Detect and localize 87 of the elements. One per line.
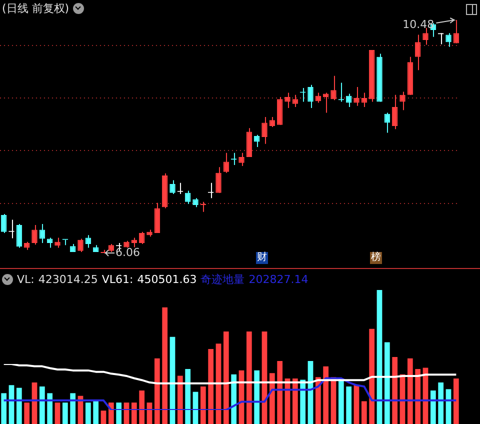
bar	[208, 348, 214, 424]
bar	[376, 290, 382, 424]
candlestick	[0, 213, 7, 234]
text: 423014.25	[38, 273, 98, 286]
candlestick	[354, 86, 360, 106]
candlestick	[16, 224, 22, 248]
bar	[162, 307, 168, 424]
candlestick	[346, 93, 352, 108]
bar	[39, 386, 45, 424]
bar	[223, 332, 229, 424]
bar	[384, 342, 390, 424]
candlestick	[216, 166, 222, 194]
bar	[70, 393, 76, 424]
bar	[185, 369, 191, 424]
bar	[177, 376, 183, 424]
bar	[361, 401, 367, 424]
chart-title: (日线 前复权)	[2, 1, 70, 16]
candlestick	[292, 94, 298, 108]
bar	[277, 361, 283, 424]
candlestick	[246, 128, 252, 158]
bar	[315, 377, 321, 424]
candlestick	[361, 92, 368, 108]
candlestick	[400, 91, 406, 111]
candlestick	[39, 224, 46, 244]
candlestick	[254, 134, 260, 148]
bar	[430, 390, 436, 424]
bar	[131, 402, 137, 424]
candlestick	[446, 32, 452, 48]
annotation: 6.06	[116, 246, 140, 259]
bar	[216, 344, 222, 424]
annotation: 榜	[370, 252, 382, 264]
annotation: 10.48	[402, 18, 434, 31]
annotation: 财	[256, 252, 268, 264]
text: 202827.14	[248, 273, 308, 286]
bar	[292, 378, 298, 424]
bar	[108, 402, 114, 424]
bar	[369, 328, 375, 424]
bar	[246, 332, 252, 424]
bar	[338, 378, 344, 424]
bar	[16, 388, 22, 424]
bar	[54, 402, 60, 424]
candlestick	[32, 224, 38, 246]
bar	[438, 382, 444, 424]
bar	[100, 410, 106, 424]
text: 奇迹地量	[200, 272, 245, 287]
candlestick	[238, 152, 244, 167]
bar	[415, 369, 421, 424]
text: 450501.63	[137, 273, 197, 286]
candlestick	[54, 237, 60, 248]
candlestick	[384, 112, 390, 134]
candlestick	[414, 34, 421, 71]
text: VL61:	[102, 273, 134, 286]
candlestick	[138, 231, 145, 245]
bar	[354, 385, 360, 424]
bar	[139, 390, 145, 424]
candlestick	[453, 20, 460, 44]
candlestick	[276, 96, 283, 126]
bar	[453, 378, 459, 424]
candlestick	[284, 92, 290, 109]
candlestick	[223, 152, 230, 174]
bar	[346, 386, 352, 424]
candlestick	[330, 75, 336, 101]
candlestick	[422, 27, 428, 46]
candlestick	[78, 238, 84, 252]
bar	[1, 393, 7, 424]
bar	[200, 386, 206, 424]
bar	[300, 380, 306, 424]
candlestick	[392, 94, 398, 130]
bar	[170, 336, 176, 424]
bar	[392, 357, 398, 424]
bar	[24, 402, 30, 424]
bar	[407, 358, 413, 424]
bar	[231, 374, 237, 424]
bar	[269, 373, 275, 424]
bar	[93, 400, 99, 424]
text: VL:	[17, 273, 34, 286]
bar	[116, 402, 122, 424]
bar	[62, 402, 68, 424]
candlestick	[262, 116, 268, 144]
bar	[154, 358, 160, 424]
bar	[47, 393, 53, 424]
bar	[323, 366, 329, 424]
candlestick	[200, 201, 206, 212]
candlestick	[154, 202, 160, 234]
bar	[192, 392, 198, 424]
bar	[85, 402, 91, 424]
candlestick	[308, 84, 314, 109]
